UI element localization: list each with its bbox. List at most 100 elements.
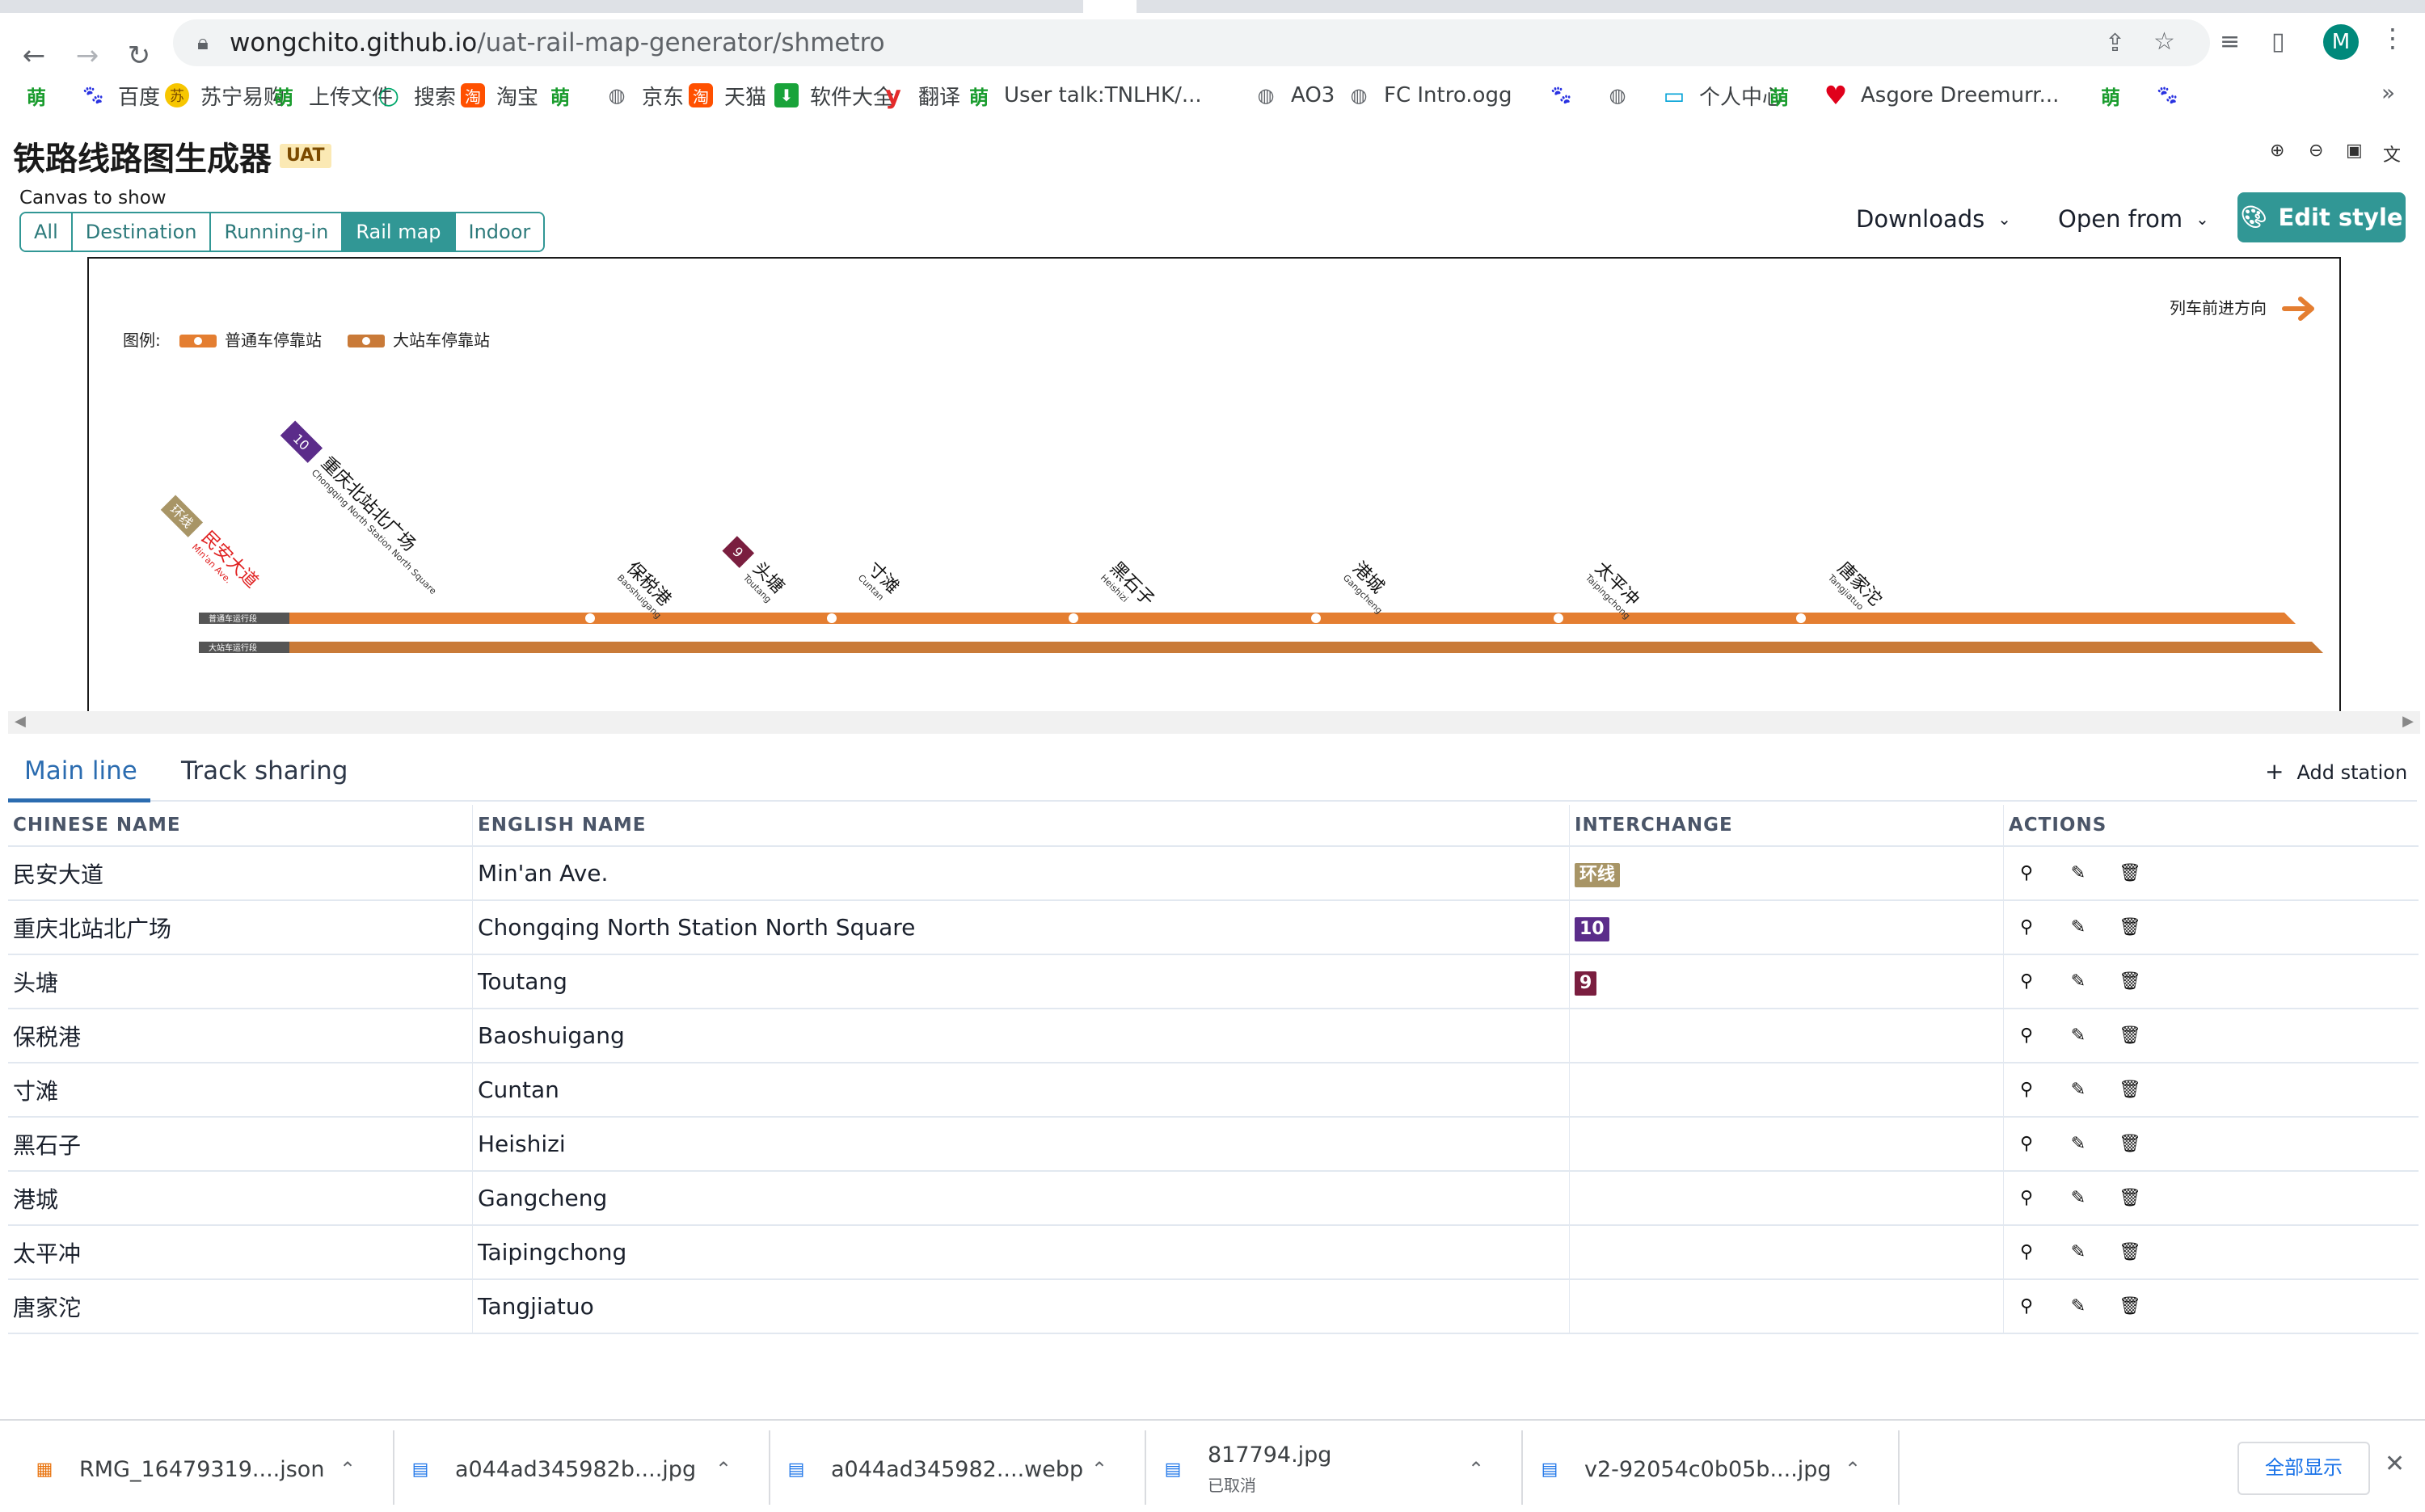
delete-trash-icon[interactable]: 🗑︎ [2119, 916, 2141, 937]
bookmark-item[interactable]: 🐾︎ 百度 [79, 79, 160, 112]
forward-arrow-icon[interactable]: → [75, 40, 99, 72]
interchange-badge: 环线 [1575, 863, 1621, 887]
location-pin-icon[interactable]: ⚲ [2019, 1241, 2034, 1262]
github-icon[interactable]: ▣ [2346, 141, 2363, 161]
bookmark-item[interactable]: 萌 [546, 79, 585, 112]
edit-pencil-icon[interactable]: ✎ [2070, 862, 2086, 883]
active-browser-tab[interactable] [1083, 0, 1137, 13]
back-arrow-icon[interactable]: ← [22, 40, 46, 72]
delete-trash-icon[interactable]: 🗑︎ [2119, 1241, 2141, 1262]
chevron-up-icon[interactable]: ⌃ [1468, 1458, 1485, 1480]
bookmark-item[interactable]: ○ 搜索 [375, 79, 456, 112]
delete-trash-icon[interactable]: 🗑︎ [2119, 1187, 2141, 1208]
location-pin-icon[interactable]: ⚲ [2019, 1079, 2034, 1100]
bookmark-item[interactable]: 萌 User talk:TNLHK/... [965, 79, 1202, 112]
edit-pencil-icon[interactable]: ✎ [2070, 916, 2086, 937]
bookmark-item[interactable]: 苏苏宁易购 [165, 79, 285, 112]
edit-pencil-icon[interactable]: ✎ [2070, 1025, 2086, 1046]
add-station-button[interactable]: + Add station [2265, 758, 2408, 785]
chevron-up-icon[interactable]: ⌃ [1845, 1458, 1862, 1480]
reload-icon[interactable]: ↻ [127, 40, 151, 72]
bookmark-item[interactable]: 淘天猫 [689, 79, 766, 112]
download-separator [769, 1430, 770, 1505]
bookmark-item[interactable]: y 翻译 [879, 79, 960, 112]
location-pin-icon[interactable]: ⚲ [2019, 1025, 2034, 1046]
bookmark-item[interactable]: 🐾︎ [2153, 79, 2192, 112]
bookmark-item[interactable]: ◍ AO3 [1252, 79, 1335, 112]
edit-pencil-icon[interactable]: ✎ [2070, 1187, 2086, 1208]
bookmark-item[interactable]: ♥ Asgore Dreemurr... [1822, 79, 2060, 112]
bookmark-item[interactable]: ▭ 个人中心 [1660, 79, 1783, 112]
delete-trash-icon[interactable]: 🗑︎ [2119, 862, 2141, 883]
meng-icon: 萌 [969, 86, 989, 109]
tab-main-line[interactable]: Main line [24, 756, 137, 785]
bookmark-item[interactable]: 萌 [2097, 79, 2136, 112]
canvas-tab-destination[interactable]: Destination [72, 213, 212, 251]
close-downloads-icon[interactable]: ✕ [2385, 1450, 2406, 1478]
edit-pencil-icon[interactable]: ✎ [2070, 1241, 2086, 1262]
download-item[interactable]: ▦ RMG_16479319....json ⌃ [32, 1437, 388, 1501]
reading-list-icon[interactable]: ≡ [2220, 27, 2241, 56]
chevron-up-icon[interactable]: ⌃ [340, 1458, 356, 1480]
english-name-cell: Chongqing North Station North Square [472, 900, 1570, 955]
bookmark-item[interactable]: 萌上传文件 [270, 79, 393, 112]
canvas-horizontal-scrollbar[interactable]: ◀ ▶ [8, 711, 2420, 734]
edit-style-button[interactable]: 🎨︎ Edit style [2237, 192, 2406, 242]
show-all-downloads-button[interactable]: 全部显示 [2237, 1442, 2370, 1495]
download-item[interactable]: ▤ a044ad345982b....jpg ⌃ [408, 1437, 764, 1501]
delete-trash-icon[interactable]: 🗑︎ [2119, 1079, 2141, 1100]
scroll-right-icon[interactable]: ▶ [2402, 713, 2414, 730]
downloads-menu-button[interactable]: Downloads ⌄ [1856, 205, 2012, 233]
delete-trash-icon[interactable]: 🗑︎ [2119, 1133, 2141, 1154]
bookmarks-overflow-icon[interactable]: » [2381, 79, 2396, 106]
actions-cell: ⚲ ✎ 🗑︎ [2003, 1009, 2419, 1063]
bookmark-item[interactable]: ◍ FC Intro.ogg [1345, 79, 1512, 112]
edit-pencil-icon[interactable]: ✎ [2070, 971, 2086, 992]
edit-pencil-icon[interactable]: ✎ [2070, 1133, 2086, 1154]
canvas-tab-indoor[interactable]: Indoor [455, 213, 544, 251]
uat-badge: UAT [280, 144, 331, 168]
edit-pencil-icon[interactable]: ✎ [2070, 1295, 2086, 1316]
share-icon[interactable]: ⇪ [2105, 29, 2126, 57]
zoom-out-icon[interactable]: ⊖ [2309, 141, 2324, 161]
scroll-left-icon[interactable]: ◀ [15, 713, 26, 730]
star-icon[interactable]: ☆ [2153, 27, 2175, 56]
bookmark-item[interactable]: ◍ [1604, 79, 1643, 112]
bookmark-item[interactable]: 萌 [1765, 79, 1804, 112]
delete-trash-icon[interactable]: 🗑︎ [2119, 1295, 2141, 1316]
canvas-tab-all[interactable]: All [21, 213, 73, 251]
canvas-tab-rail-map[interactable]: Rail map [343, 213, 456, 251]
tab-track-sharing[interactable]: Track sharing [181, 756, 348, 785]
bookmark-label: 上传文件 [309, 85, 394, 110]
browser-menu-icon[interactable]: ⋮ [2380, 23, 2406, 53]
location-pin-icon[interactable]: ⚲ [2019, 1187, 2034, 1208]
location-pin-icon[interactable]: ⚲ [2019, 971, 2034, 992]
edit-pencil-icon[interactable]: ✎ [2070, 1079, 2086, 1100]
location-pin-icon[interactable]: ⚲ [2019, 1295, 2034, 1316]
location-pin-icon[interactable]: ⚲ [2019, 916, 2034, 937]
translate-icon[interactable]: 文 [2383, 145, 2402, 166]
zoom-in-icon[interactable]: ⊕ [2270, 141, 2285, 161]
download-item[interactable]: ▤ 817794.jpg 已取消 ⌃ [1161, 1437, 1516, 1501]
download-item[interactable]: ▤ v2-92054c0b05b....jpg ⌃ [1537, 1437, 1893, 1501]
bookmark-item[interactable]: 淘淘宝 [461, 79, 538, 112]
bookmark-item[interactable]: ◍ 京东 [603, 79, 685, 112]
location-pin-icon[interactable]: ⚲ [2019, 1133, 2034, 1154]
bookmark-item[interactable]: ⬇ 软件大全 [774, 79, 894, 112]
location-pin-icon[interactable]: ⚲ [2019, 862, 2034, 883]
download-filename: a044ad345982....webp [831, 1456, 1084, 1482]
profile-avatar[interactable]: M [2323, 24, 2359, 60]
delete-trash-icon[interactable]: 🗑︎ [2119, 1025, 2141, 1046]
bookmark-item[interactable]: 萌 [23, 79, 61, 112]
address-bar[interactable]: 🔒︎ wongchito.github.io/uat-rail-map-gene… [173, 19, 2210, 66]
chevron-up-icon[interactable]: ⌃ [715, 1458, 732, 1480]
english-name-cell: Toutang [472, 954, 1570, 1009]
side-panel-icon[interactable]: ▯ [2271, 27, 2285, 56]
chevron-up-icon[interactable]: ⌃ [1091, 1458, 1108, 1480]
canvas-tab-running-in[interactable]: Running-in [211, 213, 344, 251]
bookmark-item[interactable]: 🐾︎ [1547, 79, 1586, 112]
open-from-menu-button[interactable]: Open from ⌄ [2058, 205, 2209, 233]
download-item[interactable]: ▤ a044ad345982....webp ⌃ [784, 1437, 1140, 1501]
delete-trash-icon[interactable]: 🗑︎ [2119, 971, 2141, 992]
